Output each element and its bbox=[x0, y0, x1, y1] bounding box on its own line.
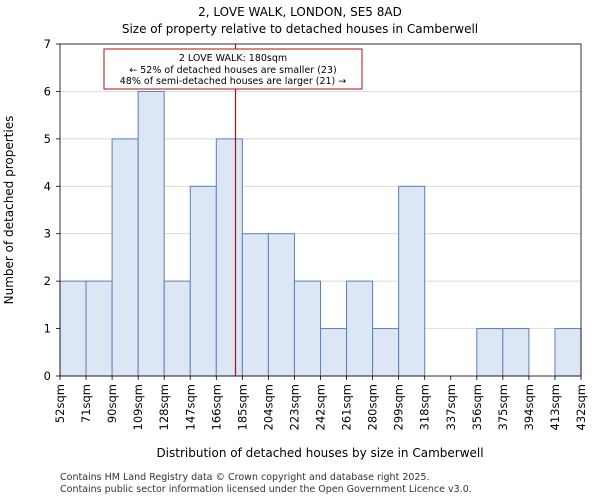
chart-title-line2: Size of property relative to detached ho… bbox=[122, 22, 478, 36]
y-axis-ticks: 0 1 2 3 4 5 6 7 bbox=[44, 37, 60, 383]
footer-line1: Contains HM Land Registry data © Crown c… bbox=[60, 472, 430, 483]
y-tick-label: 7 bbox=[44, 37, 51, 51]
x-axis-label: Distribution of detached houses by size … bbox=[156, 446, 483, 460]
histogram-bar bbox=[476, 328, 504, 377]
footer-line2: Contains public sector information licen… bbox=[60, 484, 472, 495]
x-tick-label: 318sqm bbox=[418, 384, 432, 430]
histogram-bar bbox=[59, 280, 87, 377]
y-tick-label: 2 bbox=[44, 274, 51, 288]
x-tick-label: 261sqm bbox=[340, 384, 354, 430]
x-tick-label: 128sqm bbox=[157, 384, 171, 430]
y-tick-label: 0 bbox=[44, 369, 51, 383]
histogram-bar bbox=[215, 138, 243, 377]
histogram-bar bbox=[372, 328, 400, 377]
x-tick-label: 375sqm bbox=[496, 384, 510, 430]
x-tick-label: 280sqm bbox=[366, 384, 380, 430]
annotation-line2: ← 52% of detached houses are smaller (23… bbox=[129, 65, 336, 76]
histogram-bar bbox=[137, 90, 165, 377]
x-tick-label: 242sqm bbox=[314, 384, 328, 430]
histogram-bar bbox=[320, 328, 348, 377]
y-axis-label: Number of detached properties bbox=[2, 116, 16, 305]
y-tick-label: 3 bbox=[44, 227, 51, 241]
y-tick-label: 1 bbox=[44, 322, 51, 336]
histogram-bar bbox=[85, 280, 113, 377]
x-tick-label: 299sqm bbox=[392, 384, 406, 430]
x-tick-label: 204sqm bbox=[261, 384, 275, 430]
histogram-bar bbox=[554, 328, 582, 377]
x-tick-label: 223sqm bbox=[287, 384, 301, 430]
x-tick-label: 90sqm bbox=[105, 384, 119, 423]
x-tick-label: 432sqm bbox=[574, 384, 588, 430]
annotation-box bbox=[103, 48, 363, 90]
x-tick-label: 71sqm bbox=[79, 384, 93, 423]
x-tick-label: 356sqm bbox=[470, 384, 484, 430]
x-tick-label: 185sqm bbox=[235, 384, 249, 430]
x-tick-label: 109sqm bbox=[131, 384, 145, 430]
x-axis-ticks: 52sqm 71sqm 90sqm 109sqm 128sqm 147sqm 166sqm 1… bbox=[53, 376, 588, 430]
x-tick-label: 52sqm bbox=[53, 384, 67, 423]
histogram-bar bbox=[241, 233, 269, 377]
histogram-bar bbox=[267, 233, 295, 377]
chart-title-line1: 2, LOVE WALK, LONDON, SE5 8AD bbox=[198, 5, 402, 19]
x-tick-label: 337sqm bbox=[444, 384, 458, 430]
x-tick-label: 166sqm bbox=[209, 384, 223, 430]
histogram-bar bbox=[398, 185, 426, 377]
histogram-bar bbox=[189, 185, 217, 377]
histogram-bar bbox=[111, 138, 139, 377]
bars bbox=[59, 90, 582, 377]
histogram-bar bbox=[502, 328, 530, 377]
histogram-bar bbox=[346, 280, 374, 377]
x-tick-label: 394sqm bbox=[522, 384, 536, 430]
histogram-bar bbox=[293, 280, 322, 377]
annotation-line1: 2 LOVE WALK: 180sqm bbox=[179, 53, 287, 64]
x-tick-label: 147sqm bbox=[183, 384, 197, 430]
y-tick-label: 5 bbox=[44, 132, 51, 146]
annotation-line3: 48% of semi-detached houses are larger (… bbox=[120, 76, 347, 87]
histogram-bar bbox=[163, 280, 191, 377]
x-tick-label: 413sqm bbox=[548, 384, 562, 430]
y-tick-label: 6 bbox=[44, 84, 51, 98]
y-tick-label: 4 bbox=[44, 179, 51, 193]
